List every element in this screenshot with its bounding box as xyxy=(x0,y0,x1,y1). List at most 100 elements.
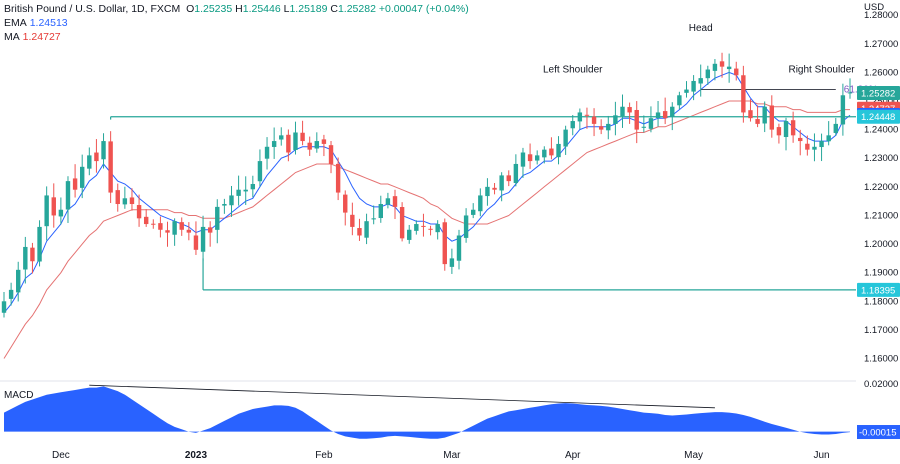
chart-legend: British Pound / U.S. Dollar, 1D, FXCM O1… xyxy=(4,2,469,44)
low-value: 1.25189 xyxy=(289,3,328,15)
candle-body xyxy=(143,216,149,225)
candle-body xyxy=(620,106,625,117)
price-tag: 1.18395 xyxy=(857,282,900,297)
candle-body xyxy=(655,112,661,118)
candle-body xyxy=(392,196,398,207)
candle-body xyxy=(193,235,199,250)
candle-body xyxy=(485,186,490,197)
candle-body xyxy=(264,146,270,159)
candle-body xyxy=(44,195,49,227)
candle-body xyxy=(776,127,782,136)
candle-body xyxy=(670,106,675,117)
candle-body xyxy=(563,129,568,147)
ema-label: EMA xyxy=(4,17,27,29)
candle-body xyxy=(314,141,320,149)
candle-body xyxy=(72,178,78,190)
candle-body xyxy=(826,135,831,142)
candle-body xyxy=(435,224,440,233)
candle-body xyxy=(783,121,789,138)
y-tick-label: 1.17000 xyxy=(864,325,898,336)
candle-body xyxy=(748,110,753,119)
candle-body xyxy=(23,246,28,270)
x-tick-label: Apr xyxy=(565,450,581,461)
candle-body xyxy=(627,107,632,113)
y-tick-label: 1.20000 xyxy=(864,239,898,250)
candle-body xyxy=(798,137,803,142)
candle-body xyxy=(606,123,611,131)
candle-body xyxy=(641,126,647,128)
price-tag: 1.24448 xyxy=(857,109,900,124)
y-tick-label: 1.23000 xyxy=(864,153,898,164)
candle-body xyxy=(58,209,64,217)
macd-tag-bg xyxy=(857,425,900,440)
candle-body xyxy=(94,152,99,162)
candle-body xyxy=(129,197,135,205)
candle-body xyxy=(79,166,85,188)
candle-body xyxy=(662,111,668,119)
candle-body xyxy=(726,66,732,70)
candle-body xyxy=(87,155,92,169)
candle-body xyxy=(158,223,163,230)
x-tick-label: Feb xyxy=(315,450,333,461)
candle-body xyxy=(399,207,405,239)
candle-body xyxy=(456,235,462,261)
candle-body xyxy=(8,289,14,299)
x-tick-label: May xyxy=(684,450,703,461)
candle-body xyxy=(513,163,519,183)
candle-body xyxy=(279,135,284,140)
ma-line xyxy=(3,100,850,359)
candle-body xyxy=(108,141,113,193)
pattern-annotation: Head xyxy=(689,23,713,34)
candle-body xyxy=(407,229,412,240)
candle-body xyxy=(449,258,455,267)
y-tick-label: 1.26000 xyxy=(864,67,898,78)
candle-body xyxy=(762,106,767,124)
candle-body xyxy=(698,78,703,84)
macd-trendline xyxy=(89,384,715,409)
candle-body xyxy=(243,189,248,192)
candle-body xyxy=(321,139,327,144)
price-tag-label: 1.18395 xyxy=(861,285,895,296)
candle-body xyxy=(65,181,71,210)
candle-body xyxy=(712,63,718,71)
candle-body xyxy=(335,163,341,193)
candle-body xyxy=(442,222,447,265)
candle-body xyxy=(741,75,746,113)
candle-body xyxy=(350,214,355,227)
high-label: H xyxy=(235,3,243,15)
candle-body xyxy=(421,225,426,227)
price-tag: 1.25282 xyxy=(857,85,900,100)
currency-label: USD xyxy=(864,2,884,13)
y-tick-label: 1.24000 xyxy=(864,125,898,136)
candle-body xyxy=(293,132,298,151)
y-tick-label: 1.28000 xyxy=(864,10,898,21)
candle-body xyxy=(222,204,227,206)
price-tag-bg xyxy=(857,85,900,100)
candle-body xyxy=(471,209,476,215)
candle-body xyxy=(364,221,369,238)
open-label: O xyxy=(186,3,195,15)
close-value: 1.25282 xyxy=(337,3,376,15)
candle-body xyxy=(577,112,583,122)
candle-body xyxy=(307,142,312,150)
candle-body xyxy=(549,148,554,156)
candle-body xyxy=(343,194,348,213)
candle-body xyxy=(30,247,35,262)
macd-tick-label: 0.02000 xyxy=(864,379,898,390)
high-value: 1.25446 xyxy=(242,3,281,15)
y-tick-label: 1.25000 xyxy=(864,96,898,107)
y-tick-label: 1.21000 xyxy=(864,210,898,221)
candle-body xyxy=(165,230,170,233)
candle-body xyxy=(833,123,838,133)
candle-body xyxy=(215,206,220,230)
candle-body xyxy=(179,222,184,230)
x-tick-label: Mar xyxy=(443,450,461,461)
ema-value: 1.24513 xyxy=(29,17,68,29)
candle-body xyxy=(847,92,853,94)
ma-value: 1.24727 xyxy=(22,31,61,43)
candle-body xyxy=(428,228,433,230)
candle-body xyxy=(527,154,533,162)
y-tick-label: 1.22000 xyxy=(864,182,898,193)
ema-row: EMA 1.24513 xyxy=(4,16,469,30)
